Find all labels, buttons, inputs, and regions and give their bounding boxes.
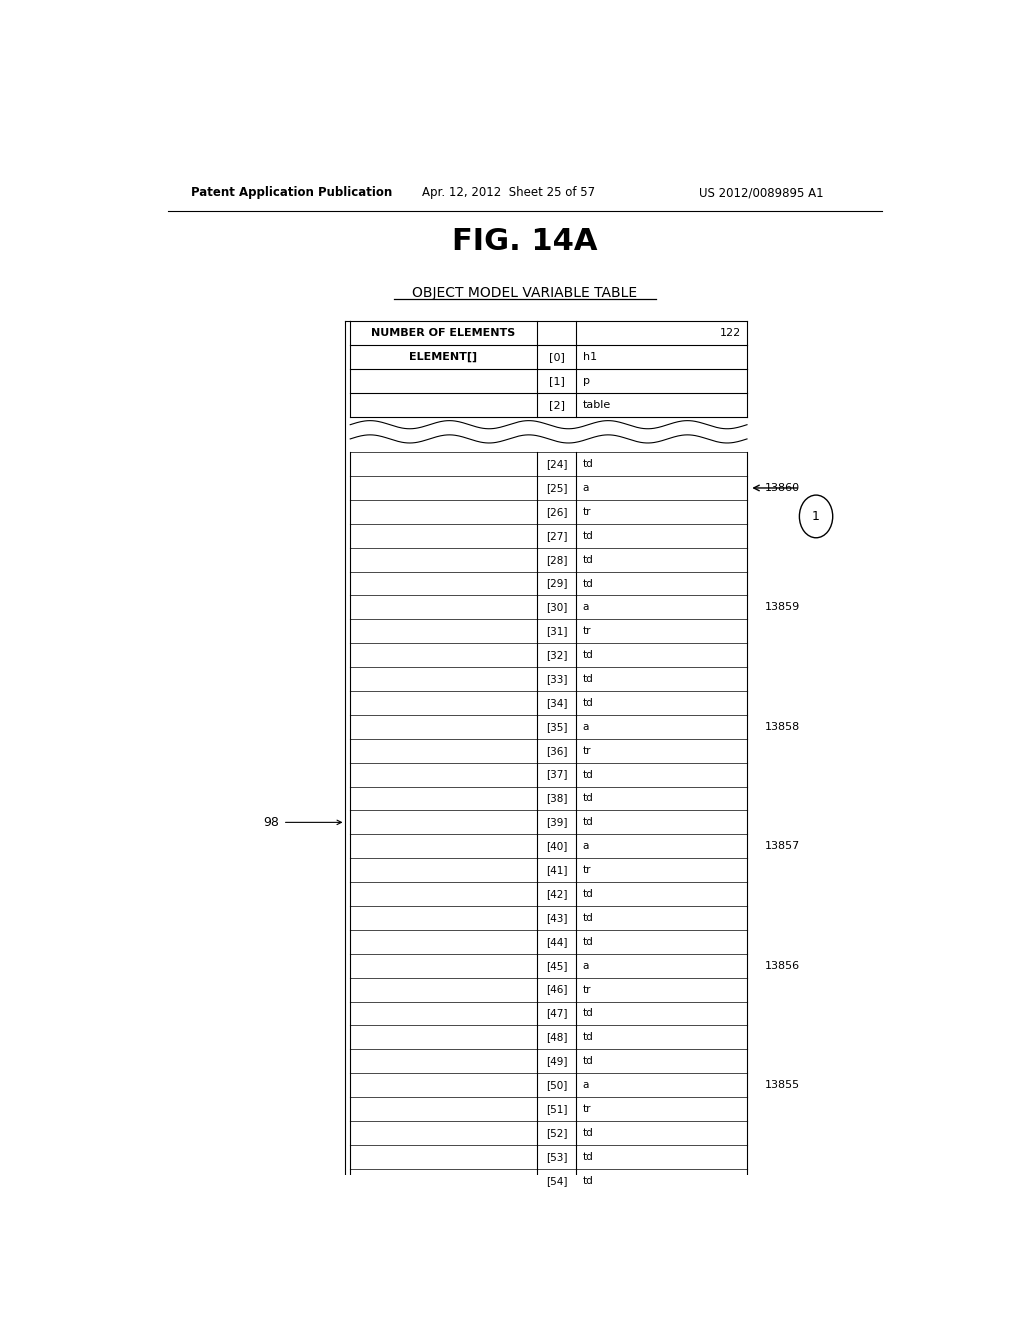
Text: [31]: [31] [546, 626, 567, 636]
Text: 13858: 13858 [765, 722, 800, 731]
Text: [32]: [32] [546, 651, 567, 660]
Text: 13856: 13856 [765, 961, 800, 970]
Text: a: a [583, 602, 589, 612]
Text: [26]: [26] [546, 507, 567, 517]
Text: h1: h1 [583, 352, 597, 362]
Text: [1]: [1] [549, 376, 564, 385]
Text: 122: 122 [720, 327, 740, 338]
Text: td: td [583, 817, 594, 828]
Text: a: a [583, 722, 589, 731]
Text: a: a [583, 1080, 589, 1090]
Text: OBJECT MODEL VARIABLE TABLE: OBJECT MODEL VARIABLE TABLE [413, 285, 637, 300]
Text: [54]: [54] [546, 1176, 567, 1185]
Text: 1: 1 [812, 510, 820, 523]
Text: [33]: [33] [546, 675, 567, 684]
Text: td: td [583, 675, 594, 684]
Text: [29]: [29] [546, 578, 567, 589]
Text: a: a [583, 961, 589, 970]
Text: td: td [583, 459, 594, 469]
Text: tr: tr [583, 507, 591, 517]
Text: p: p [583, 376, 590, 385]
Text: [35]: [35] [546, 722, 567, 731]
Text: [30]: [30] [546, 602, 567, 612]
Text: 13855: 13855 [765, 1080, 800, 1090]
Text: tr: tr [583, 865, 591, 875]
Text: [46]: [46] [546, 985, 567, 994]
Text: td: td [583, 1176, 594, 1185]
Text: a: a [583, 483, 589, 492]
Text: [49]: [49] [546, 1056, 567, 1067]
Text: td: td [583, 531, 594, 541]
Text: [25]: [25] [546, 483, 567, 492]
Text: a: a [583, 841, 589, 851]
Text: US 2012/0089895 A1: US 2012/0089895 A1 [699, 186, 824, 199]
Text: tr: tr [583, 626, 591, 636]
Text: td: td [583, 937, 594, 946]
Text: td: td [583, 1056, 594, 1067]
Text: td: td [583, 913, 594, 923]
Text: Apr. 12, 2012  Sheet 25 of 57: Apr. 12, 2012 Sheet 25 of 57 [422, 186, 595, 199]
Text: td: td [583, 1008, 594, 1019]
Text: table: table [583, 400, 611, 409]
Circle shape [800, 495, 833, 537]
Text: [39]: [39] [546, 817, 567, 828]
Text: [48]: [48] [546, 1032, 567, 1043]
Text: ELEMENT[]: ELEMENT[] [410, 351, 477, 362]
Text: [36]: [36] [546, 746, 567, 756]
Text: [52]: [52] [546, 1127, 567, 1138]
Text: NUMBER OF ELEMENTS: NUMBER OF ELEMENTS [372, 327, 515, 338]
Text: [50]: [50] [546, 1080, 567, 1090]
Text: [47]: [47] [546, 1008, 567, 1019]
Text: tr: tr [583, 746, 591, 756]
Text: td: td [583, 554, 594, 565]
Text: [45]: [45] [546, 961, 567, 970]
Text: FIG. 14A: FIG. 14A [452, 227, 598, 256]
Text: [41]: [41] [546, 865, 567, 875]
Text: td: td [583, 651, 594, 660]
Text: td: td [583, 770, 594, 780]
Text: [24]: [24] [546, 459, 567, 469]
Text: [40]: [40] [546, 841, 567, 851]
Text: tr: tr [583, 985, 591, 994]
Text: [2]: [2] [549, 400, 564, 409]
Text: td: td [583, 1032, 594, 1043]
Text: td: td [583, 698, 594, 708]
Text: 13857: 13857 [765, 841, 800, 851]
Text: td: td [583, 1127, 594, 1138]
Text: td: td [583, 578, 594, 589]
Text: [0]: [0] [549, 352, 564, 362]
Text: 13860: 13860 [765, 483, 800, 492]
Text: [37]: [37] [546, 770, 567, 780]
Text: [34]: [34] [546, 698, 567, 708]
Text: [43]: [43] [546, 913, 567, 923]
Text: [51]: [51] [546, 1104, 567, 1114]
Text: [27]: [27] [546, 531, 567, 541]
Text: Patent Application Publication: Patent Application Publication [191, 186, 393, 199]
Text: 98: 98 [263, 816, 279, 829]
Text: tr: tr [583, 1104, 591, 1114]
Text: td: td [583, 793, 594, 804]
Text: [53]: [53] [546, 1152, 567, 1162]
Text: [44]: [44] [546, 937, 567, 946]
Text: td: td [583, 1152, 594, 1162]
Text: [38]: [38] [546, 793, 567, 804]
Text: 13859: 13859 [765, 602, 800, 612]
Text: [42]: [42] [546, 888, 567, 899]
Text: td: td [583, 888, 594, 899]
Text: [28]: [28] [546, 554, 567, 565]
